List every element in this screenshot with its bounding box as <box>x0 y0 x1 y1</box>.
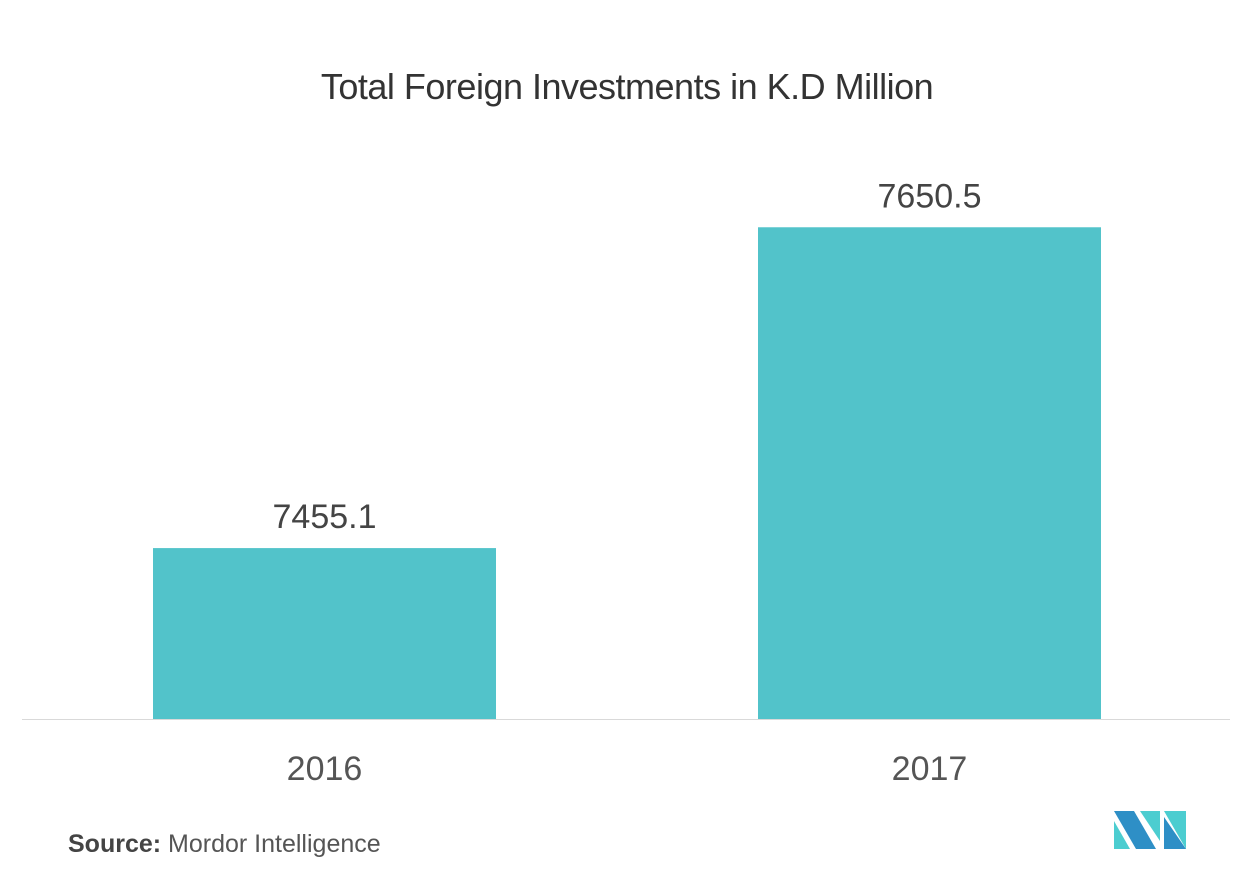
chart-title: Total Foreign Investments in K.D Million <box>320 66 934 107</box>
bar-2017 <box>758 227 1101 720</box>
source-text: Mordor Intelligence <box>168 830 381 858</box>
x-tick-label: 2016 <box>287 750 363 788</box>
logo <box>1114 811 1186 849</box>
bar-2016 <box>153 548 496 719</box>
x-tick-label: 2017 <box>892 750 968 788</box>
source-label: Source: <box>68 830 162 858</box>
data-label: 7455.1 <box>273 498 377 536</box>
data-label: 7650.5 <box>878 177 982 215</box>
source-note: Source: Mordor Intelligence <box>68 830 381 859</box>
